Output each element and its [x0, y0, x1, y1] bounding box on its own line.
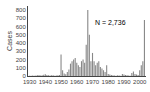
svg-text:400: 400	[16, 40, 27, 46]
svg-text:0: 0	[22, 73, 26, 79]
svg-text:N = 2,736: N = 2,736	[95, 19, 126, 26]
svg-text:1990: 1990	[117, 79, 131, 85]
svg-text:1930: 1930	[23, 79, 37, 85]
svg-text:2000: 2000	[133, 79, 147, 85]
svg-text:700: 700	[16, 15, 27, 21]
svg-text:100: 100	[16, 65, 27, 71]
svg-text:200: 200	[16, 57, 27, 63]
svg-text:1950: 1950	[54, 79, 68, 85]
svg-text:1980: 1980	[102, 79, 116, 85]
svg-text:Cases: Cases	[6, 31, 13, 51]
svg-text:600: 600	[16, 24, 27, 30]
svg-text:1940: 1940	[39, 79, 53, 85]
svg-text:800: 800	[16, 7, 27, 13]
svg-text:300: 300	[16, 48, 27, 54]
svg-text:1970: 1970	[86, 79, 100, 85]
svg-text:500: 500	[16, 32, 27, 38]
svg-text:1960: 1960	[70, 79, 84, 85]
